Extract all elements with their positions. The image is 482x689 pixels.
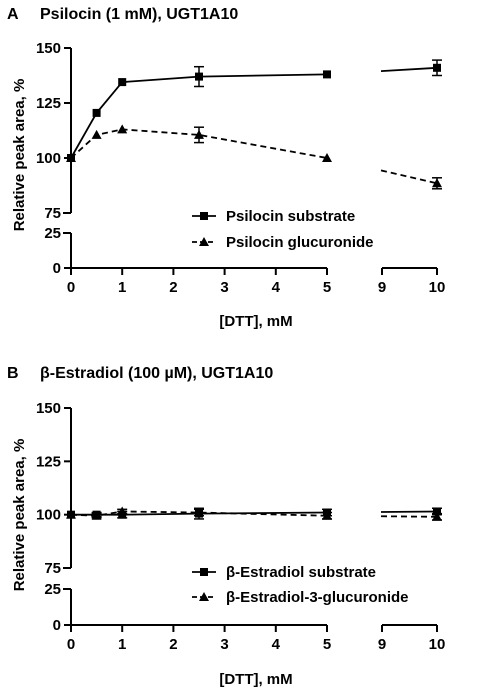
panel-b-x-tick-label: 4 — [272, 636, 281, 653]
panel-a-series-0-point — [118, 78, 127, 87]
panel-b-y-tick-label: 100 — [36, 507, 61, 524]
panel-a-x-tick-label: 10 — [429, 279, 446, 296]
panel-a-y-tick-label: 25 — [44, 225, 61, 242]
panel-a-series-0-line-right — [380, 66, 438, 73]
panel-b-y-tick-label: 75 — [44, 560, 61, 577]
panel-a-series-1-point — [66, 153, 76, 162]
panel-b-y-tick-label: 125 — [36, 453, 61, 470]
panel-a-series-0-point — [92, 108, 101, 117]
panel-a-series-1-point — [322, 153, 332, 162]
panel-a-legend-label-1: Psilocin glucuronide — [226, 234, 374, 251]
panel-a-series-0-point — [323, 70, 331, 79]
panel-b-series-0-point — [433, 507, 441, 516]
panel-b-x-tick-label: 3 — [220, 636, 228, 653]
panel-b-legend-label-1: β-Estradiol-3-glucuronide — [226, 589, 409, 606]
panel-b-series-1-point — [91, 510, 102, 520]
panel-a-series-1-line-right — [380, 169, 438, 185]
panel-a-x-tick-label: 4 — [272, 279, 281, 296]
panel-a-legend-marker-0 — [200, 212, 208, 220]
panel-a-y-tick-label: 100 — [36, 150, 61, 167]
panel-b-legend-marker-1 — [199, 592, 209, 601]
panel-a-y-axis-label: Relative peak area, % — [11, 79, 28, 232]
panel-a-series-0-point — [433, 63, 441, 72]
panel-b: B β-Estradiol (100 µM), UGT1A10 Relative… — [7, 365, 445, 688]
panel-b-marks — [66, 506, 442, 521]
panel-a-x-axis-label: [DTT], mM — [219, 313, 292, 330]
panel-b-y-tick-label: 150 — [36, 400, 61, 417]
panel-a-x-tick-label: 2 — [169, 279, 177, 296]
panel-b-series-1-point — [322, 510, 332, 520]
panel-a-series-1-point — [432, 178, 442, 188]
panel-a-y-tick-label: 0 — [53, 260, 61, 277]
panel-a-x-tick-label: 1 — [118, 279, 126, 296]
panel-a-x-tick-label: 3 — [220, 279, 228, 296]
panel-b-y-tick-label: 25 — [44, 581, 61, 598]
panel-b-series-0-line-right — [380, 510, 438, 513]
panel-b-y-tick-label: 0 — [53, 617, 61, 634]
panel-a-legend-label-0: Psilocin substrate — [226, 208, 355, 225]
panel-b-letter: B — [7, 365, 19, 382]
panel-a-legend-marker-1 — [199, 237, 209, 246]
panel-a-legend: Psilocin substrate Psilocin glucuronide — [192, 208, 374, 251]
panel-a-axes: 0 25 75 100 125 150 0 1 2 3 4 5 9 10 — [36, 40, 445, 296]
panel-a-y-tick-label: 150 — [36, 40, 61, 57]
panel-b-series-1-point — [117, 506, 128, 516]
panel-b-x-tick-label: 1 — [118, 636, 126, 653]
panel-a-letter: A — [7, 6, 19, 23]
panel-b-series-1-line-right — [380, 515, 438, 518]
panel-a: A Psilocin (1 mM), UGT1A10 Relative peak… — [7, 6, 445, 330]
panel-a-title: Psilocin (1 mM), UGT1A10 — [40, 6, 238, 23]
panel-b-y-axis-label: Relative peak area, % — [11, 439, 28, 592]
panel-b-legend: β-Estradiol substrate β-Estradiol-3-glucu… — [192, 564, 409, 606]
panel-a-series-1-point — [194, 129, 204, 139]
panel-b-legend-marker-0 — [200, 568, 208, 576]
panel-b-x-tick-label: 10 — [429, 636, 446, 653]
panel-b-x-tick-label: 9 — [378, 636, 386, 653]
panel-a-series-0-point — [195, 72, 203, 81]
panel-a-marks — [66, 59, 442, 190]
panel-b-legend-label-0: β-Estradiol substrate — [226, 564, 376, 581]
panel-b-series-1-point — [432, 511, 442, 521]
panel-a-x-tick-label: 0 — [67, 279, 75, 296]
panel-b-x-tick-label: 5 — [323, 636, 331, 653]
panel-b-axes: 0 25 75 100 125 150 0 1 2 3 4 5 9 10 — [36, 400, 445, 653]
panel-b-series-1-point — [194, 507, 204, 517]
panel-a-y-tick-label: 75 — [44, 205, 61, 222]
panel-a-series-1-point — [117, 124, 128, 134]
panel-a-series-1-point — [91, 129, 102, 139]
panel-b-x-tick-label: 2 — [169, 636, 177, 653]
panel-b-title: β-Estradiol (100 µM), UGT1A10 — [40, 365, 273, 382]
panel-a-x-tick-label: 9 — [378, 279, 386, 296]
panel-a-x-tick-label: 5 — [323, 279, 331, 296]
panel-b-series-1-point — [66, 509, 76, 519]
panel-b-x-axis-label: [DTT], mM — [219, 671, 292, 688]
panel-a-y-tick-label: 125 — [36, 95, 61, 112]
panel-b-x-tick-label: 0 — [67, 636, 75, 653]
